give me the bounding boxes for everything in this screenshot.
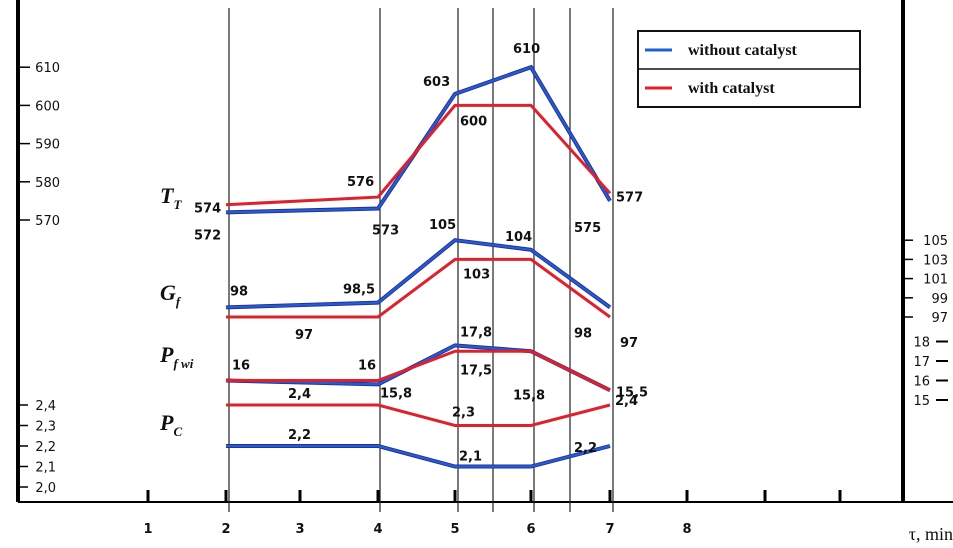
right-pressure-tick-label: 17 xyxy=(913,355,930,370)
series-with-catalyst xyxy=(226,403,611,427)
data-label: 603 xyxy=(423,75,450,90)
right-pressure-tick-label: 18 xyxy=(913,336,930,351)
x-tick-label: 1 xyxy=(143,522,152,537)
left-pressure-tick-label: 2,0 xyxy=(35,481,56,496)
data-label: 16 xyxy=(358,359,376,374)
data-label: 573 xyxy=(372,224,399,239)
data-label: 105 xyxy=(429,218,456,233)
parameter-label: TT xyxy=(160,183,182,212)
data-label: 98,5 xyxy=(343,283,375,298)
data-label: 600 xyxy=(460,114,487,129)
data-label: 15,8 xyxy=(513,388,545,403)
data-label: 2,3 xyxy=(452,406,475,421)
left-pressure-tick-label: 2,4 xyxy=(35,399,56,414)
parameter-label: PC xyxy=(159,410,182,439)
series-with-catalyst xyxy=(225,103,612,207)
x-tick-label: 2 xyxy=(221,522,230,537)
left-temp-tick-label: 610 xyxy=(35,61,60,76)
x-tick-label: 3 xyxy=(295,522,304,537)
series-without-catalyst-shadow xyxy=(225,343,611,393)
x-tick-label: 4 xyxy=(373,522,382,537)
series-without-catalyst xyxy=(225,65,611,214)
right-flow-tick-label: 101 xyxy=(923,273,948,288)
data-label: 15,8 xyxy=(380,386,412,401)
series-with-catalyst xyxy=(226,349,611,392)
parameter-label: Gf xyxy=(160,280,182,309)
x-tick-label: 6 xyxy=(526,522,535,537)
left-temp-tick-label: 570 xyxy=(35,214,60,229)
left-pressure-tick-label: 2,1 xyxy=(35,461,56,476)
parameter-label: Pf wi xyxy=(159,342,194,371)
x-tick-label: 7 xyxy=(605,522,614,537)
left-pressure-tick-label: 2,3 xyxy=(35,420,56,435)
data-label: 2,1 xyxy=(459,450,482,465)
data-label: 17,5 xyxy=(460,363,492,378)
right-flow-tick-label: 99 xyxy=(931,292,948,307)
data-label: 2,4 xyxy=(288,387,311,402)
data-label: 574 xyxy=(194,202,221,217)
left-temp-tick-label: 600 xyxy=(35,99,60,114)
data-label: 97 xyxy=(620,336,638,351)
right-flow-tick-label: 105 xyxy=(923,234,948,249)
legend-label: without catalyst xyxy=(688,42,798,59)
right-pressure-tick-label: 16 xyxy=(913,375,930,390)
left-pressure-tick-label: 2,2 xyxy=(35,440,56,455)
series-without-catalyst-shadow xyxy=(225,64,612,215)
right-flow-tick-label: 103 xyxy=(923,253,948,268)
data-label: 97 xyxy=(295,328,313,343)
data-label: 2,2 xyxy=(288,428,311,443)
data-label: 2,2 xyxy=(574,441,597,456)
data-label: 2,4 xyxy=(615,394,638,409)
x-axis-title: τ, min xyxy=(909,524,953,544)
data-label: 98 xyxy=(230,284,248,299)
left-temp-tick-label: 580 xyxy=(35,176,60,191)
data-label: 98 xyxy=(574,326,592,341)
data-label: 17,8 xyxy=(460,325,492,340)
right-pressure-tick-label: 15 xyxy=(913,394,930,409)
x-tick-label: 8 xyxy=(682,522,691,537)
data-label: 104 xyxy=(505,230,532,245)
data-label: 15,5 xyxy=(616,385,648,400)
data-label: 572 xyxy=(194,228,221,243)
series-without-catalyst xyxy=(225,239,611,309)
left-temp-tick-label: 590 xyxy=(35,138,60,153)
x-tick-label: 5 xyxy=(450,522,459,537)
right-flow-tick-label: 97 xyxy=(931,311,948,326)
series-with-catalyst xyxy=(226,257,611,319)
data-label: 16 xyxy=(232,359,250,374)
data-label: 576 xyxy=(347,175,374,190)
data-label: 577 xyxy=(616,190,643,205)
data-label: 575 xyxy=(574,221,601,236)
series-without-catalyst xyxy=(226,444,611,468)
data-label: 610 xyxy=(513,42,540,57)
data-label: 103 xyxy=(463,267,490,282)
legend-label: with catalyst xyxy=(688,80,775,97)
